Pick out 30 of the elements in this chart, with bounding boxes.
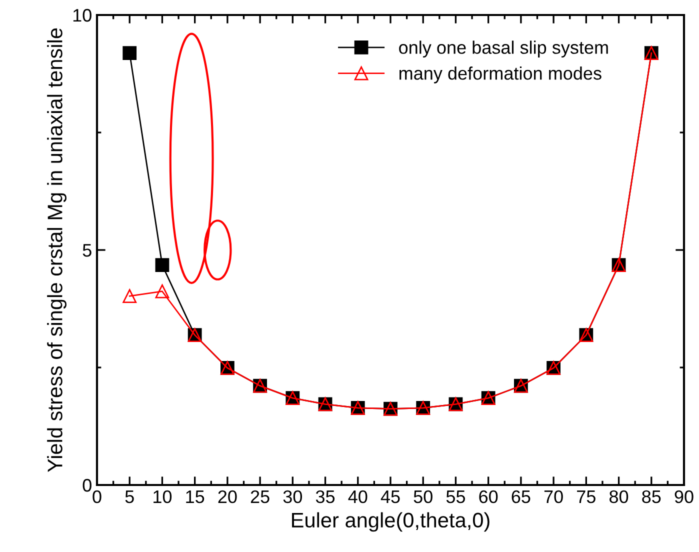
- x-tick-label: 60: [479, 490, 498, 504]
- x-tick-label: 90: [674, 490, 694, 504]
- x-tick-label: 10: [154, 490, 172, 504]
- point: [122, 289, 137, 304]
- x-tick-label: 45: [380, 490, 400, 504]
- x-tick-label: 30: [283, 490, 302, 504]
- legend-label: only one basal slip system: [399, 40, 608, 58]
- y-tick-label: 0: [82, 478, 92, 492]
- x-tick-label: 0: [92, 490, 102, 504]
- x-tick-label: 55: [446, 490, 466, 504]
- x-tick-label: 80: [610, 490, 628, 504]
- x-tick-label: 35: [316, 490, 335, 504]
- x-tick-label: 15: [186, 490, 204, 504]
- point: [122, 46, 137, 60]
- x-tick-label: 5: [125, 490, 134, 504]
- point: [155, 284, 170, 298]
- point: [155, 258, 170, 272]
- legend-label: many deformation modes: [400, 66, 602, 84]
- x-tick-label: 25: [250, 490, 270, 504]
- y-tick-label: 5: [82, 244, 92, 257]
- x-tick-label: 85: [642, 490, 661, 504]
- x-tick-label: 50: [414, 490, 432, 504]
- x-tick-label: 65: [512, 490, 530, 504]
- y-axis-title: Yield stress of single crstal Mg in uniaxial tensile: [47, 28, 66, 472]
- x-tick-label: 70: [544, 490, 563, 504]
- x-tick-label: 40: [348, 490, 368, 504]
- x-axis-title: Euler angle(0,theta,0): [292, 512, 490, 532]
- y-tick-label: 10: [73, 8, 92, 22]
- x-tick-label: 75: [577, 490, 596, 504]
- x-tick-label: 20: [218, 490, 237, 504]
